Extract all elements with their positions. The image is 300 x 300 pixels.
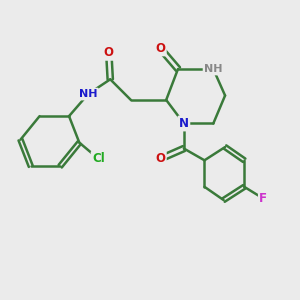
Text: O: O (104, 46, 114, 59)
Text: NH: NH (204, 64, 223, 74)
Text: Cl: Cl (92, 152, 105, 165)
Text: O: O (155, 42, 165, 55)
Text: O: O (155, 152, 165, 165)
Text: NH: NH (79, 89, 98, 99)
Text: F: F (260, 192, 267, 205)
Text: N: N (179, 117, 189, 130)
